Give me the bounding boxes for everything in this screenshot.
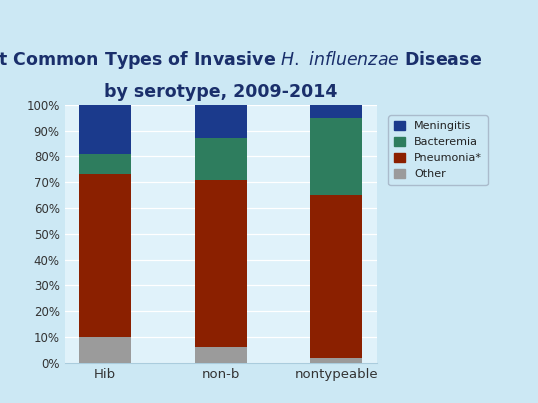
Legend: Meningitis, Bacteremia, Pneumonia*, Other: Meningitis, Bacteremia, Pneumonia*, Othe… bbox=[388, 116, 487, 185]
Text: by serotype, 2009-2014: by serotype, 2009-2014 bbox=[104, 83, 337, 101]
Bar bbox=[195, 138, 246, 180]
Text: Most Common Types of Invasive $\mathit{H.\ influenzae}$ Disease: Most Common Types of Invasive $\mathit{H… bbox=[0, 48, 482, 71]
Bar bbox=[310, 195, 363, 357]
Bar bbox=[79, 154, 131, 174]
Bar bbox=[79, 337, 131, 363]
Bar bbox=[79, 174, 131, 337]
Bar bbox=[195, 347, 246, 363]
Bar bbox=[310, 357, 363, 363]
Bar bbox=[310, 105, 363, 118]
Bar bbox=[195, 180, 246, 347]
Bar bbox=[195, 105, 246, 138]
Bar bbox=[79, 105, 131, 154]
Bar bbox=[310, 118, 363, 195]
